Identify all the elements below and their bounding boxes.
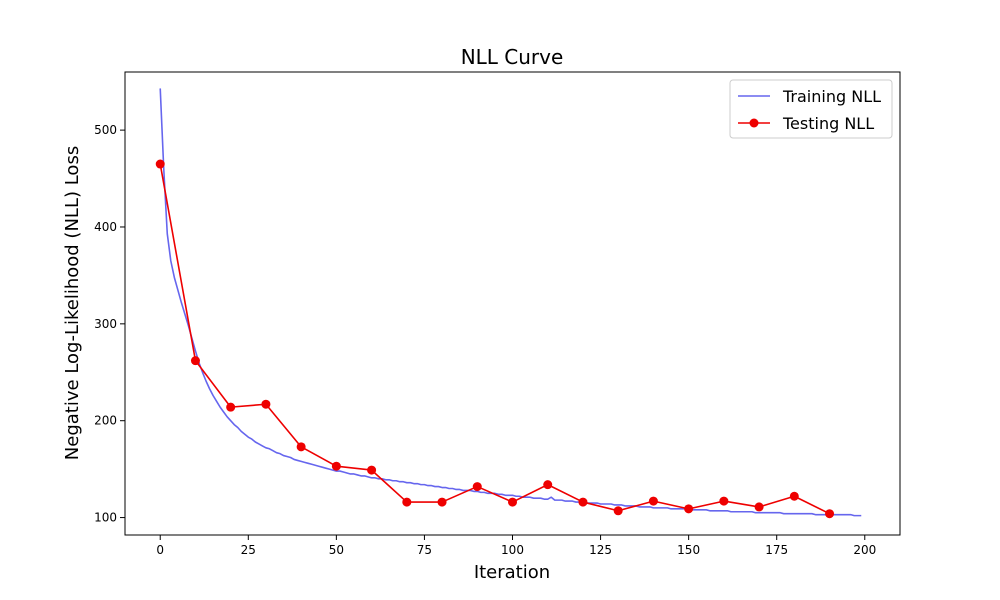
series-line bbox=[159, 88, 862, 517]
y-tick-label: 200 bbox=[94, 414, 117, 428]
series-training-nll bbox=[159, 88, 862, 517]
x-tick-label: 50 bbox=[329, 543, 344, 557]
x-tick-label: 100 bbox=[501, 543, 524, 557]
x-tick-label: 150 bbox=[677, 543, 700, 557]
x-tick-label: 25 bbox=[241, 543, 256, 557]
y-axis-title: Negative Log-Likelihood (NLL) Loss bbox=[62, 146, 83, 460]
data-point bbox=[472, 482, 482, 492]
series-layer bbox=[155, 88, 862, 519]
data-point bbox=[543, 480, 553, 490]
legend-marker bbox=[749, 118, 759, 128]
data-point bbox=[648, 496, 658, 506]
legend-item: Testing NLL bbox=[738, 114, 874, 133]
y-tick-label: 500 bbox=[94, 123, 117, 137]
data-point bbox=[261, 399, 271, 409]
data-point bbox=[613, 506, 623, 516]
x-tick-label: 175 bbox=[765, 543, 788, 557]
data-point bbox=[155, 159, 165, 169]
y-tick-label: 100 bbox=[94, 511, 117, 525]
series-testing-nll bbox=[155, 159, 835, 519]
x-tick-label: 0 bbox=[156, 543, 164, 557]
data-point bbox=[789, 491, 799, 501]
x-tick-label: 75 bbox=[417, 543, 432, 557]
data-point bbox=[296, 442, 306, 452]
data-point bbox=[684, 504, 694, 514]
legend-label: Training NLL bbox=[782, 87, 881, 106]
chart-title: NLL Curve bbox=[461, 45, 564, 69]
data-point bbox=[226, 402, 236, 412]
x-axis-title: Iteration bbox=[474, 562, 550, 583]
data-point bbox=[331, 461, 341, 471]
data-point bbox=[825, 509, 835, 519]
x-tick-label: 200 bbox=[853, 543, 876, 557]
legend-box bbox=[729, 79, 893, 139]
data-point bbox=[578, 497, 588, 507]
y-tick-label: 400 bbox=[94, 220, 117, 234]
x-axis-ticks: 0 25 50 75 100 125 150 175 200 bbox=[156, 535, 876, 557]
legend-label: Testing NLL bbox=[782, 114, 874, 133]
plot-area: 0 25 50 75 100 125 150 175 200 100 200 300 400 500 bbox=[94, 71, 901, 557]
legend: Training NLL Testing NLL bbox=[729, 79, 893, 139]
x-tick-label: 125 bbox=[589, 543, 612, 557]
data-point bbox=[508, 497, 517, 507]
data-point bbox=[719, 496, 729, 506]
data-point bbox=[190, 356, 200, 366]
data-point bbox=[754, 502, 764, 512]
legend-items: Training NLL Testing NLL bbox=[738, 87, 881, 133]
data-point bbox=[437, 497, 447, 507]
legend-item: Training NLL bbox=[738, 87, 881, 106]
data-point bbox=[367, 465, 377, 475]
series-line bbox=[159, 163, 830, 515]
data-point bbox=[402, 497, 412, 507]
y-tick-label: 300 bbox=[94, 317, 117, 331]
y-axis-ticks: 100 200 300 400 500 bbox=[94, 123, 125, 525]
